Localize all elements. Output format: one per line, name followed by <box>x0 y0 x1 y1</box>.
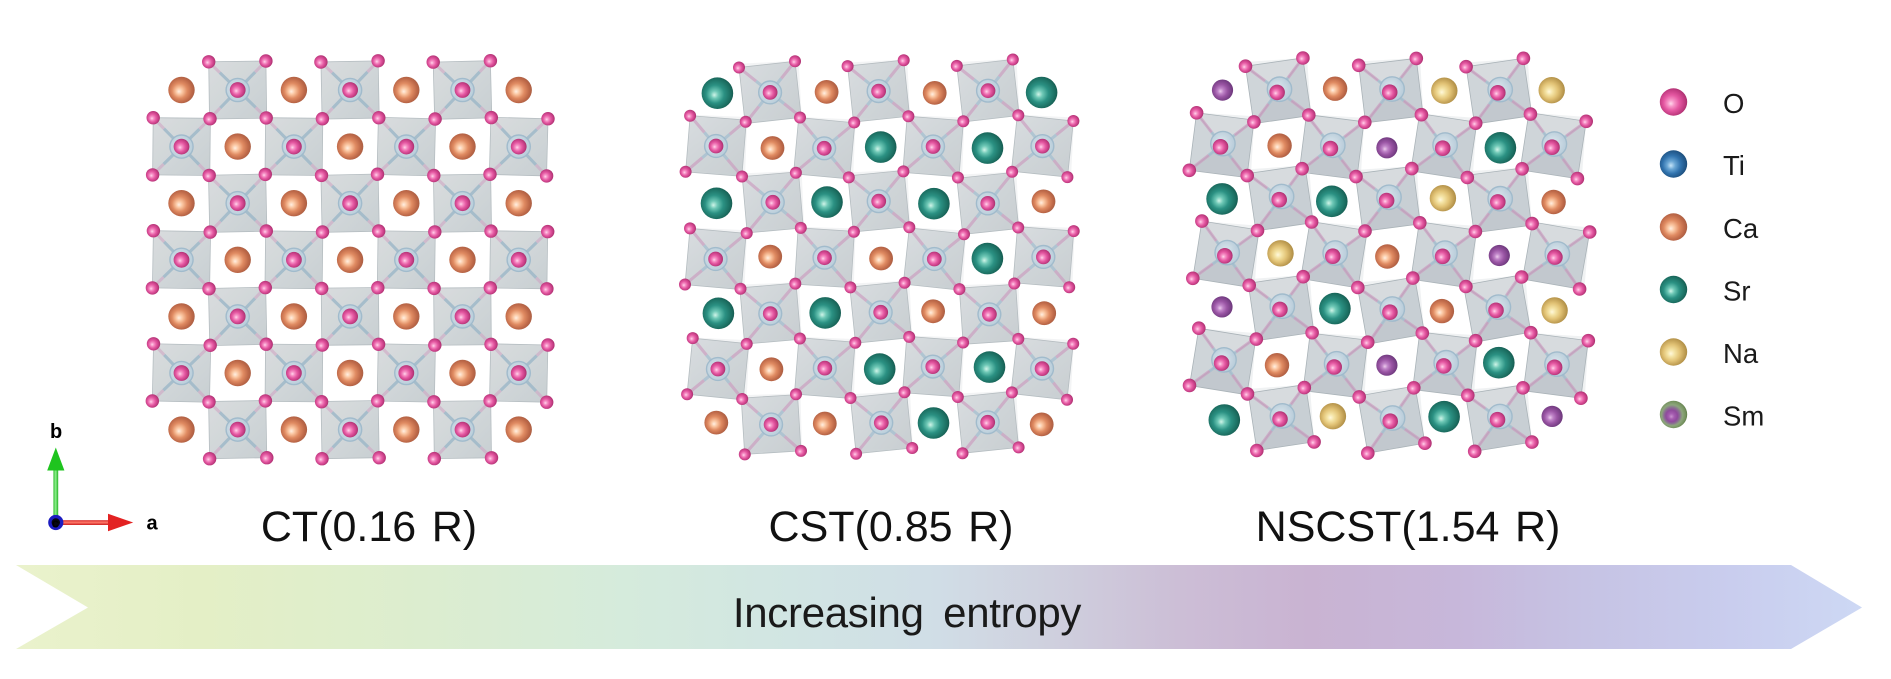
svg-text:Na: Na <box>1723 338 1759 369</box>
svg-text:NSCST(1.54 R): NSCST(1.54 R) <box>1256 503 1561 551</box>
svg-text:CST(0.85 R): CST(0.85 R) <box>769 503 1014 551</box>
svg-text:Increasing entropy: Increasing entropy <box>733 589 1082 636</box>
svg-text:Ca: Ca <box>1723 213 1759 244</box>
svg-text:b: b <box>50 421 62 443</box>
svg-text:CT(0.16 R): CT(0.16 R) <box>261 503 477 551</box>
svg-text:Ti: Ti <box>1723 150 1745 181</box>
svg-text:Sm: Sm <box>1723 401 1764 432</box>
svg-text:c: c <box>52 516 59 531</box>
svg-text:O: O <box>1723 88 1744 119</box>
svg-text:Sr: Sr <box>1723 276 1751 307</box>
svg-text:a: a <box>147 513 159 535</box>
